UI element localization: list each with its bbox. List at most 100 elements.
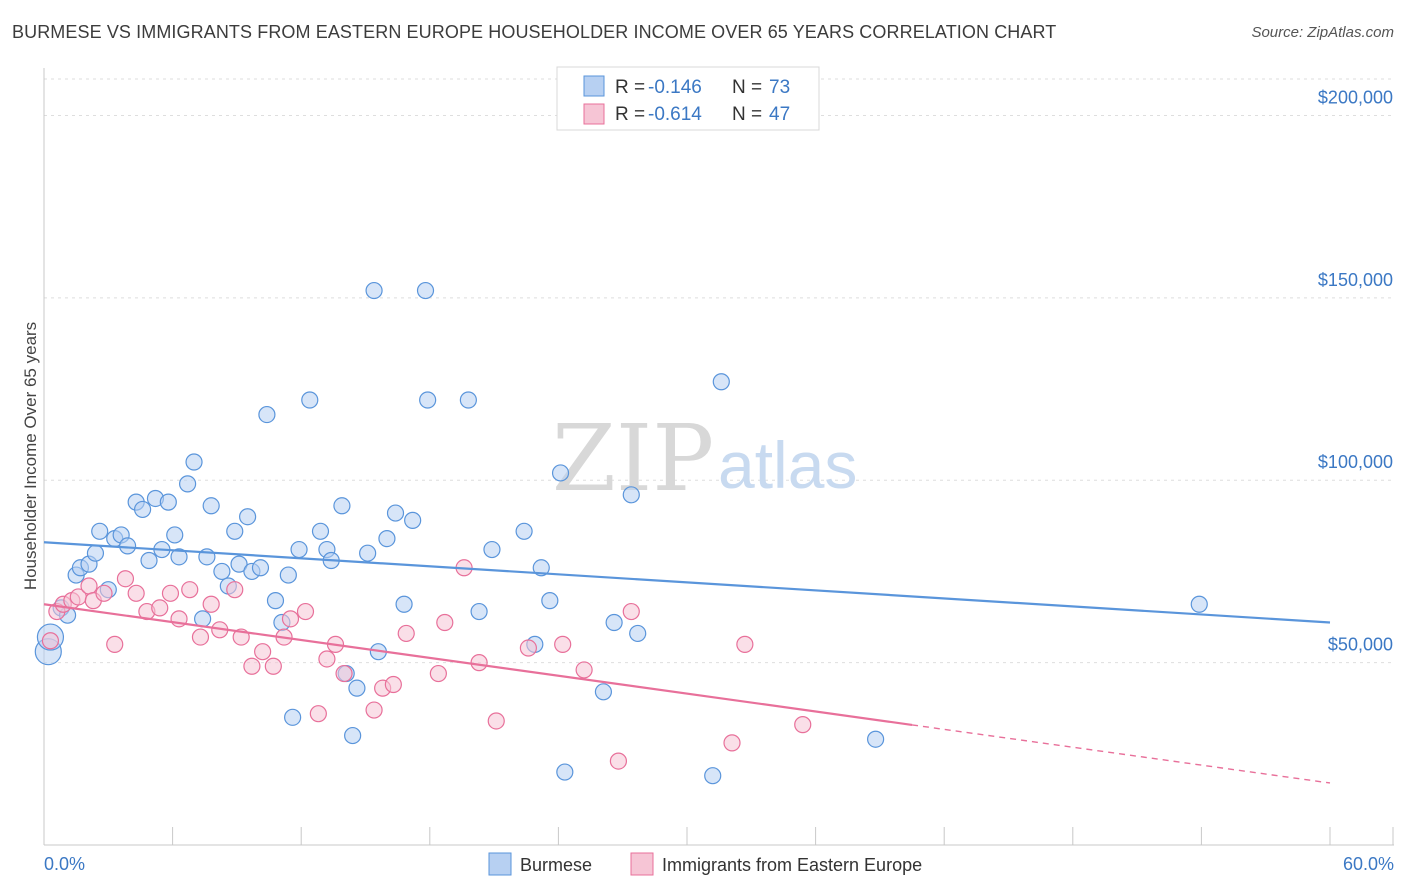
eastern-europe-point: [243, 657, 261, 675]
eastern-europe-point: [191, 628, 210, 646]
eastern-europe-point: [335, 664, 353, 683]
burmese-point: [365, 281, 383, 300]
burmese-point: [515, 522, 533, 540]
burmese-point: [556, 763, 574, 781]
eastern-europe-point: [429, 664, 447, 683]
burmese-point: [629, 624, 647, 643]
burmese-point: [290, 540, 308, 559]
legend-r-value-2: -0.614: [648, 104, 702, 125]
legend-swatch-eastern-europe: [583, 103, 605, 125]
burmese-point: [459, 391, 477, 409]
burmese-point: [166, 526, 184, 544]
burmese-point: [1190, 595, 1208, 613]
burmese-point: [378, 529, 396, 548]
y-axis-title: Householder Income Over 65 years: [21, 322, 40, 590]
eastern-europe-point: [80, 577, 98, 595]
eastern-europe-point: [794, 716, 812, 734]
bottom-legend-label-burmese: Burmese: [520, 855, 592, 875]
burmese-point: [404, 511, 422, 529]
burmese-point: [419, 391, 437, 409]
eastern-europe-point: [202, 595, 220, 613]
eastern-europe-point: [264, 657, 282, 675]
eastern-europe-point: [736, 635, 754, 653]
data-points: [34, 281, 1208, 785]
eastern-europe-point: [95, 584, 113, 602]
legend-r-label-1: R =: [615, 77, 645, 98]
source-label: Source: ZipAtlas.com: [1251, 24, 1394, 41]
burmese-point: [226, 522, 244, 540]
eastern-europe-point: [41, 632, 60, 650]
burmese-point: [867, 730, 885, 748]
eastern-europe-point: [487, 712, 505, 730]
bottom-legend-swatch-eastern-europe: [630, 852, 654, 876]
burmese-point: [311, 522, 330, 540]
eastern-europe-point: [365, 701, 383, 719]
burmese-point: [213, 562, 231, 581]
eastern-europe-point: [181, 581, 199, 599]
y-tick-label: $200,000: [1318, 87, 1393, 107]
eastern-europe-point: [384, 675, 402, 694]
watermark-atlas: atlas: [718, 428, 857, 502]
burmese-point: [594, 683, 613, 701]
burmese-trend-line: [43, 541, 1331, 624]
eastern-europe-point: [151, 599, 169, 617]
burmese-point: [179, 475, 197, 493]
axes: [43, 68, 1394, 846]
legend-n-value-1: 73: [769, 77, 790, 98]
burmese-point: [230, 555, 248, 573]
burmese-point: [416, 281, 435, 300]
burmese-point: [551, 464, 570, 482]
eastern-europe-point: [609, 752, 628, 770]
y-tick-labels: $50,000 $100,000 $150,000 $200,000: [1318, 87, 1393, 654]
burmese-point: [170, 548, 188, 566]
y-tick-label: $150,000: [1318, 270, 1393, 290]
burmese-point: [704, 767, 722, 785]
eastern-europe-point: [519, 639, 537, 657]
burmese-point: [86, 544, 105, 562]
burmese-point: [279, 566, 297, 584]
bottom-legend-label-eastern-europe: Immigrants from Eastern Europe: [662, 855, 922, 875]
y-tick-label: $100,000: [1318, 452, 1393, 472]
eastern-europe-point: [575, 661, 593, 679]
burmese-point: [140, 551, 158, 570]
eastern-europe-point: [106, 635, 124, 653]
legend-n-value-2: 47: [769, 104, 790, 125]
eastern-europe-point: [318, 650, 336, 668]
burmese-point: [266, 592, 285, 610]
eastern-europe-point: [116, 570, 135, 588]
eastern-europe-point: [161, 584, 180, 602]
eastern-europe-point: [254, 643, 272, 661]
eastern-europe-point: [436, 613, 454, 632]
burmese-point: [333, 497, 351, 515]
x-tick-label-min: 0.0%: [44, 854, 85, 874]
eastern-europe-point: [622, 602, 640, 621]
burmese-point: [202, 497, 220, 515]
watermark: ZIP atlas: [552, 405, 857, 512]
eastern-europe-point: [127, 584, 145, 602]
eastern-europe-point: [281, 610, 300, 628]
legend-n-label-1: N =: [732, 77, 762, 98]
bottom-legend-swatch-burmese: [488, 852, 512, 876]
eastern-europe-point: [309, 705, 327, 723]
burmese-point: [386, 504, 405, 522]
series-legend: Burmese Immigrants from Eastern Europe: [488, 852, 922, 876]
burmese-point: [91, 522, 109, 540]
burmese-point: [348, 679, 366, 697]
burmese-point: [470, 602, 488, 621]
eastern-europe-point: [470, 654, 488, 672]
burmese-point: [483, 540, 501, 559]
stats-legend: R = -0.146 N = 73 R = -0.614 N = 47: [556, 66, 820, 131]
eastern-europe-point: [723, 734, 741, 752]
chart-title: BURMESE VS IMMIGRANTS FROM EASTERN EUROP…: [12, 22, 1057, 42]
burmese-point: [159, 493, 177, 511]
burmese-point: [605, 613, 623, 632]
eastern-europe-trend-line: [43, 603, 913, 726]
x-tick-label-max: 60.0%: [1343, 854, 1394, 874]
eastern-europe-point: [226, 581, 244, 599]
burmese-point: [344, 726, 362, 745]
burmese-point: [622, 486, 640, 504]
legend-r-label-2: R =: [615, 104, 645, 125]
burmese-point: [541, 592, 559, 610]
eastern-europe-trend-extension: [911, 724, 1331, 784]
